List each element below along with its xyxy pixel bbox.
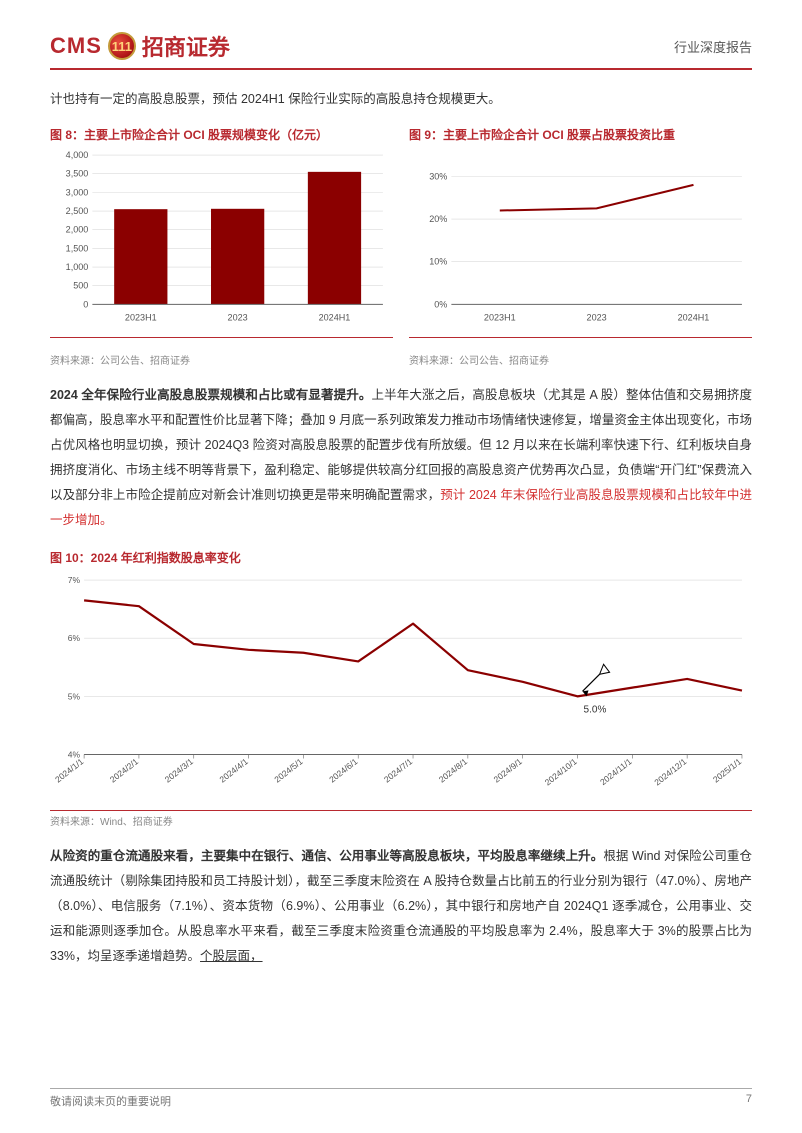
svg-text:2023: 2023 [228, 312, 248, 322]
chart8-box: 图 8：主要上市险企合计 OCI 股票规模变化（亿元） 0 500 1,000 1,5… [50, 126, 393, 368]
svg-text:500: 500 [73, 280, 88, 290]
svg-text:2024/7/1: 2024/7/1 [382, 756, 414, 784]
svg-text:2,000: 2,000 [66, 224, 89, 234]
svg-text:2023: 2023 [587, 312, 607, 322]
header-rule [50, 68, 752, 70]
svg-text:2023H1: 2023H1 [484, 312, 516, 322]
logo-cms-text: CMS [50, 33, 102, 59]
chart9-rule [409, 337, 752, 338]
svg-text:2024/8/1: 2024/8/1 [437, 756, 469, 784]
para2-body: 根据 Wind 对保险公司重仓流通股统计（剔除集团持股和员工持股计划），截至三季… [50, 849, 752, 963]
svg-text:2024/12/1: 2024/12/1 [652, 756, 688, 787]
svg-text:10%: 10% [429, 256, 447, 266]
svg-text:2024/4/1: 2024/4/1 [218, 756, 250, 784]
svg-text:2024H1: 2024H1 [319, 312, 351, 322]
svg-text:2024/9/1: 2024/9/1 [492, 756, 524, 784]
chart9-box: 图 9：主要上市险企合计 OCI 股票占股票投资比重 0% 10% 20% 30% 20… [409, 126, 752, 368]
svg-text:7%: 7% [68, 575, 81, 585]
svg-text:2,500: 2,500 [66, 206, 89, 216]
svg-text:1,500: 1,500 [66, 243, 89, 253]
svg-text:2023H1: 2023H1 [125, 312, 157, 322]
logo-area: CMS 111 招商证券 [50, 30, 230, 62]
svg-text:2024/11/1: 2024/11/1 [598, 756, 634, 787]
chart8-source: 资料来源：公司公告、招商证券 [50, 352, 393, 367]
para2-lead: 从险资的重仓流通股来看，主要集中在银行、通信、公用事业等高股息板块，平均股息率继… [50, 849, 603, 863]
svg-text:3,500: 3,500 [66, 168, 89, 178]
charts-row: 图 8：主要上市险企合计 OCI 股票规模变化（亿元） 0 500 1,000 1,5… [50, 126, 752, 368]
chart10-svg: 4%5%6%7%2024/1/12024/2/12024/3/12024/4/1… [50, 572, 752, 803]
page-header: CMS 111 招商证券 行业深度报告 [50, 30, 752, 68]
svg-text:2024H1: 2024H1 [678, 312, 710, 322]
chart10-rule [50, 810, 752, 811]
para1-lead: 2024 全年保险行业高股息股票规模和占比或有显著提升。 [50, 388, 372, 402]
svg-text:2024/10/1: 2024/10/1 [543, 756, 579, 787]
chart8-rule [50, 337, 393, 338]
footer-page: 7 [746, 1093, 752, 1109]
footer-note: 敬请阅读末页的重要说明 [50, 1093, 171, 1109]
chart9-svg: 0% 10% 20% 30% 2023H1 2023 2024H1 [409, 149, 752, 331]
svg-text:2024/3/1: 2024/3/1 [163, 756, 195, 784]
svg-text:1,000: 1,000 [66, 262, 89, 272]
doc-type-label: 行业深度报告 [674, 37, 752, 56]
intro-text: 计也持有一定的高股息股票，预估 2024H1 保险行业实际的高股息持仓规模更大。 [50, 88, 752, 112]
logo-cn-text: 招商证券 [142, 30, 230, 62]
svg-text:2024/1/1: 2024/1/1 [53, 756, 85, 784]
paragraph-2: 从险资的重仓流通股来看，主要集中在银行、通信、公用事业等高股息板块，平均股息率继… [50, 844, 752, 969]
svg-text:5%: 5% [68, 692, 81, 702]
chart8-title: 图 8：主要上市险企合计 OCI 股票规模变化（亿元） [50, 126, 393, 143]
para1-body: 上半年大涨之后，高股息板块（尤其是 A 股）整体估值和交易拥挤度都偏高，股息率水… [50, 388, 752, 502]
svg-text:0: 0 [83, 299, 88, 309]
svg-text:2024/5/1: 2024/5/1 [272, 756, 304, 784]
chart8-svg: 0 500 1,000 1,500 2,000 2,500 3,000 3,500 4,000 2… [50, 149, 393, 331]
logo-badge-icon: 111 [108, 32, 136, 60]
svg-text:2024/2/1: 2024/2/1 [108, 756, 140, 784]
svg-text:2024/6/1: 2024/6/1 [327, 756, 359, 784]
svg-text:5.0%: 5.0% [584, 705, 607, 716]
chart9-source: 资料来源：公司公告、招商证券 [409, 352, 752, 367]
chart10-title: 图 10：2024 年红利指数股息率变化 [50, 549, 752, 566]
svg-text:4,000: 4,000 [66, 150, 89, 160]
svg-text:6%: 6% [68, 634, 81, 644]
svg-text:2025/1/1: 2025/1/1 [711, 756, 743, 784]
chart10-source: 资料来源：Wind、招商证券 [50, 813, 752, 828]
svg-text:20%: 20% [429, 214, 447, 224]
chart9-title: 图 9：主要上市险企合计 OCI 股票占股票投资比重 [409, 126, 752, 143]
svg-text:0%: 0% [434, 299, 447, 309]
para2-underline: 个股层面， [200, 949, 263, 963]
svg-text:30%: 30% [429, 171, 447, 181]
page-footer: 敬请阅读末页的重要说明 7 [50, 1088, 752, 1109]
paragraph-1: 2024 全年保险行业高股息股票规模和占比或有显著提升。上半年大涨之后，高股息板… [50, 383, 752, 533]
svg-text:3,000: 3,000 [66, 187, 89, 197]
